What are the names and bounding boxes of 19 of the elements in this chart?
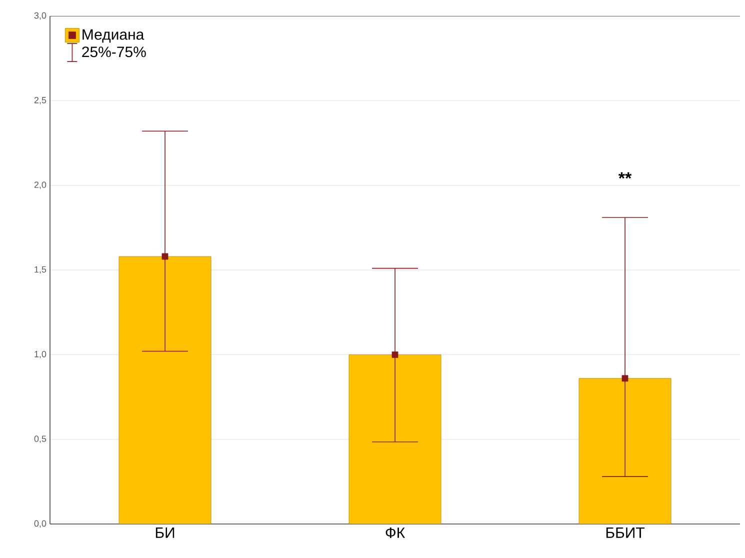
y-tick-label: 0,0 bbox=[34, 520, 46, 528]
legend-label: Медиана bbox=[82, 29, 144, 43]
bar bbox=[578, 378, 672, 524]
y-tick-label: 0,5 bbox=[34, 436, 46, 444]
x-tick-label: ББИТ bbox=[606, 528, 644, 538]
y-tick-label: 1,0 bbox=[34, 350, 46, 358]
point bbox=[162, 253, 168, 260]
bar bbox=[348, 354, 442, 524]
point bbox=[392, 351, 398, 358]
annotation: 25%-75% bbox=[82, 46, 146, 58]
point bbox=[622, 375, 628, 382]
y-tick-label: 1,5 bbox=[34, 266, 46, 274]
x-tick-label: БИ bbox=[156, 528, 174, 538]
annotation: ** bbox=[618, 172, 632, 179]
y-tick-label: 2,0 bbox=[34, 182, 46, 190]
y-tick-label: 2,5 bbox=[34, 96, 46, 104]
bar bbox=[118, 256, 212, 524]
x-tick-label: ФК bbox=[386, 528, 405, 538]
y-tick-label: 3,0 bbox=[34, 12, 46, 20]
